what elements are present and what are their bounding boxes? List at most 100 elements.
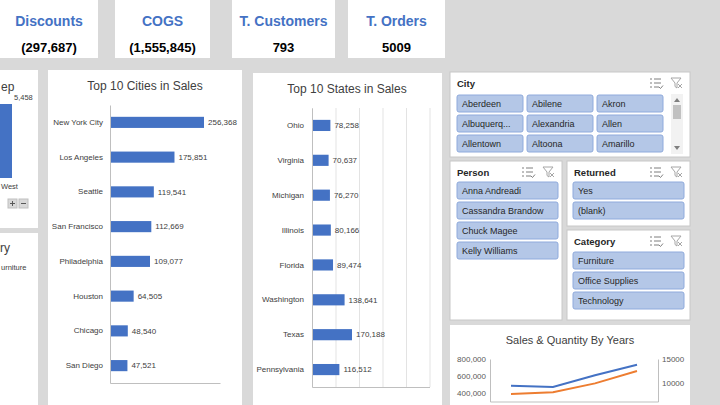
expand-button-box[interactable] (19, 199, 28, 208)
slicer-button[interactable] (573, 182, 684, 199)
slicer-item[interactable]: Akron (597, 95, 663, 112)
bar (110, 360, 127, 371)
slicer-button[interactable] (573, 272, 684, 289)
tick-label: Chicago (74, 326, 104, 335)
tick-label: 15000 (662, 355, 685, 364)
slicer-button[interactable] (457, 222, 558, 239)
slicer-button[interactable] (573, 252, 684, 269)
slicer-item[interactable]: Chuck Magee (457, 222, 558, 239)
tick (430, 108, 431, 387)
bar (110, 117, 204, 128)
slicer-button[interactable] (597, 135, 663, 152)
grid-line (430, 108, 431, 387)
multi-select-button[interactable] (650, 237, 663, 247)
slicer-item[interactable]: Yes (573, 182, 684, 199)
clear-filter-button[interactable] (543, 167, 554, 177)
slicer-item[interactable]: Albuquerq... (457, 115, 523, 132)
tick: San Diego (66, 361, 110, 370)
tick-label: San Diego (66, 361, 104, 370)
slicer-item-label: Chuck Magee (462, 226, 518, 236)
data-label: 175,851 (178, 153, 207, 162)
slicer-item[interactable]: Furniture (573, 252, 684, 269)
tick (383, 108, 384, 387)
tick-label: Illinois (282, 226, 304, 235)
scrollbar[interactable] (671, 94, 683, 154)
scrollbar-track[interactable] (671, 94, 683, 154)
slicer-button[interactable] (527, 95, 593, 112)
multi-select-icon[interactable] (650, 79, 663, 89)
slicer-item[interactable]: Altoona (527, 135, 593, 152)
expand-button[interactable] (8, 199, 17, 208)
kpi-title: COGS (142, 13, 183, 29)
slicer-item[interactable]: Alexandria (527, 115, 593, 132)
slicer-button[interactable] (457, 202, 558, 219)
clear-filter-button[interactable] (671, 236, 682, 246)
expand-button-box[interactable] (8, 199, 17, 208)
data-label: 138,641 (349, 296, 378, 305)
multi-select-icon[interactable] (650, 168, 663, 178)
slicer-item[interactable]: Anna Andreadi (457, 182, 558, 199)
multi-select-button[interactable] (522, 168, 535, 178)
slicer-item-label: Kelly Williams (462, 246, 518, 256)
scroll-up[interactable] (674, 98, 680, 102)
chart-panel (48, 70, 242, 405)
slicer-item[interactable]: Technology (573, 292, 684, 309)
slicer-button[interactable] (597, 95, 663, 112)
slicer-item[interactable]: Aberdeen (457, 95, 523, 112)
chart-panel (253, 73, 442, 405)
slicer-item-label: Allentown (462, 139, 501, 149)
slicer-item[interactable]: Cassandra Brandow (457, 202, 558, 219)
grid-line (336, 108, 337, 387)
data-label: 48,540 (132, 327, 157, 336)
tick: Michigan (272, 191, 312, 200)
bar (110, 325, 128, 336)
slicer-item[interactable]: Allen (597, 115, 663, 132)
clear-filter-icon[interactable] (671, 167, 682, 177)
multi-select-icon[interactable] (522, 168, 535, 178)
tick: 800,000 (457, 355, 490, 364)
clear-filter-icon[interactable] (543, 167, 554, 177)
fragment-bar (0, 104, 12, 178)
data-label: 64,505 (138, 292, 163, 301)
grid-line (406, 108, 407, 387)
slicer-button[interactable] (527, 115, 593, 132)
axis-line (490, 360, 491, 403)
slicer-button[interactable] (597, 115, 663, 132)
multi-select-button[interactable] (650, 168, 663, 178)
slicer-button[interactable] (573, 202, 684, 219)
clear-filter-button[interactable] (671, 167, 682, 177)
slicer-button[interactable] (527, 135, 593, 152)
slicer-item[interactable]: Amarillo (597, 135, 663, 152)
multi-select-icon[interactable] (650, 237, 663, 247)
scroll-down[interactable] (674, 146, 680, 150)
slicer-item[interactable]: Kelly Williams (457, 242, 558, 259)
bar (312, 120, 330, 131)
slicer-item[interactable]: Allentown (457, 135, 523, 152)
tick-label: 10000 (662, 379, 685, 388)
slicer-button[interactable] (457, 95, 523, 112)
clear-filter-icon[interactable] (671, 236, 682, 246)
slicer-item[interactable]: (blank) (573, 202, 684, 219)
clear-filter-button[interactable] (671, 78, 682, 88)
expand-button-icon[interactable] (10, 201, 15, 206)
bar (312, 329, 352, 340)
bar (312, 190, 330, 201)
clear-filter-icon[interactable] (671, 78, 682, 88)
scrollbar-thumb[interactable] (673, 105, 681, 119)
slicer-button[interactable] (457, 135, 523, 152)
slicer-item[interactable]: Abilene (527, 95, 593, 112)
kpi-title: T. Customers (240, 13, 328, 29)
expand-button-icon[interactable] (21, 203, 26, 204)
slicer-panel (450, 161, 562, 320)
fragment-title: ry (0, 241, 10, 255)
multi-select-button[interactable] (650, 79, 663, 89)
bar (312, 294, 345, 305)
slicer-button[interactable] (457, 182, 558, 199)
kpi-title: Discounts (15, 13, 83, 29)
slicer-button[interactable] (573, 292, 684, 309)
slicer-button[interactable] (457, 115, 523, 132)
slicer-item[interactable]: Office Supplies (573, 272, 684, 289)
slicer-button[interactable] (457, 242, 558, 259)
axis-line (111, 383, 221, 384)
expand-button[interactable] (19, 199, 28, 208)
